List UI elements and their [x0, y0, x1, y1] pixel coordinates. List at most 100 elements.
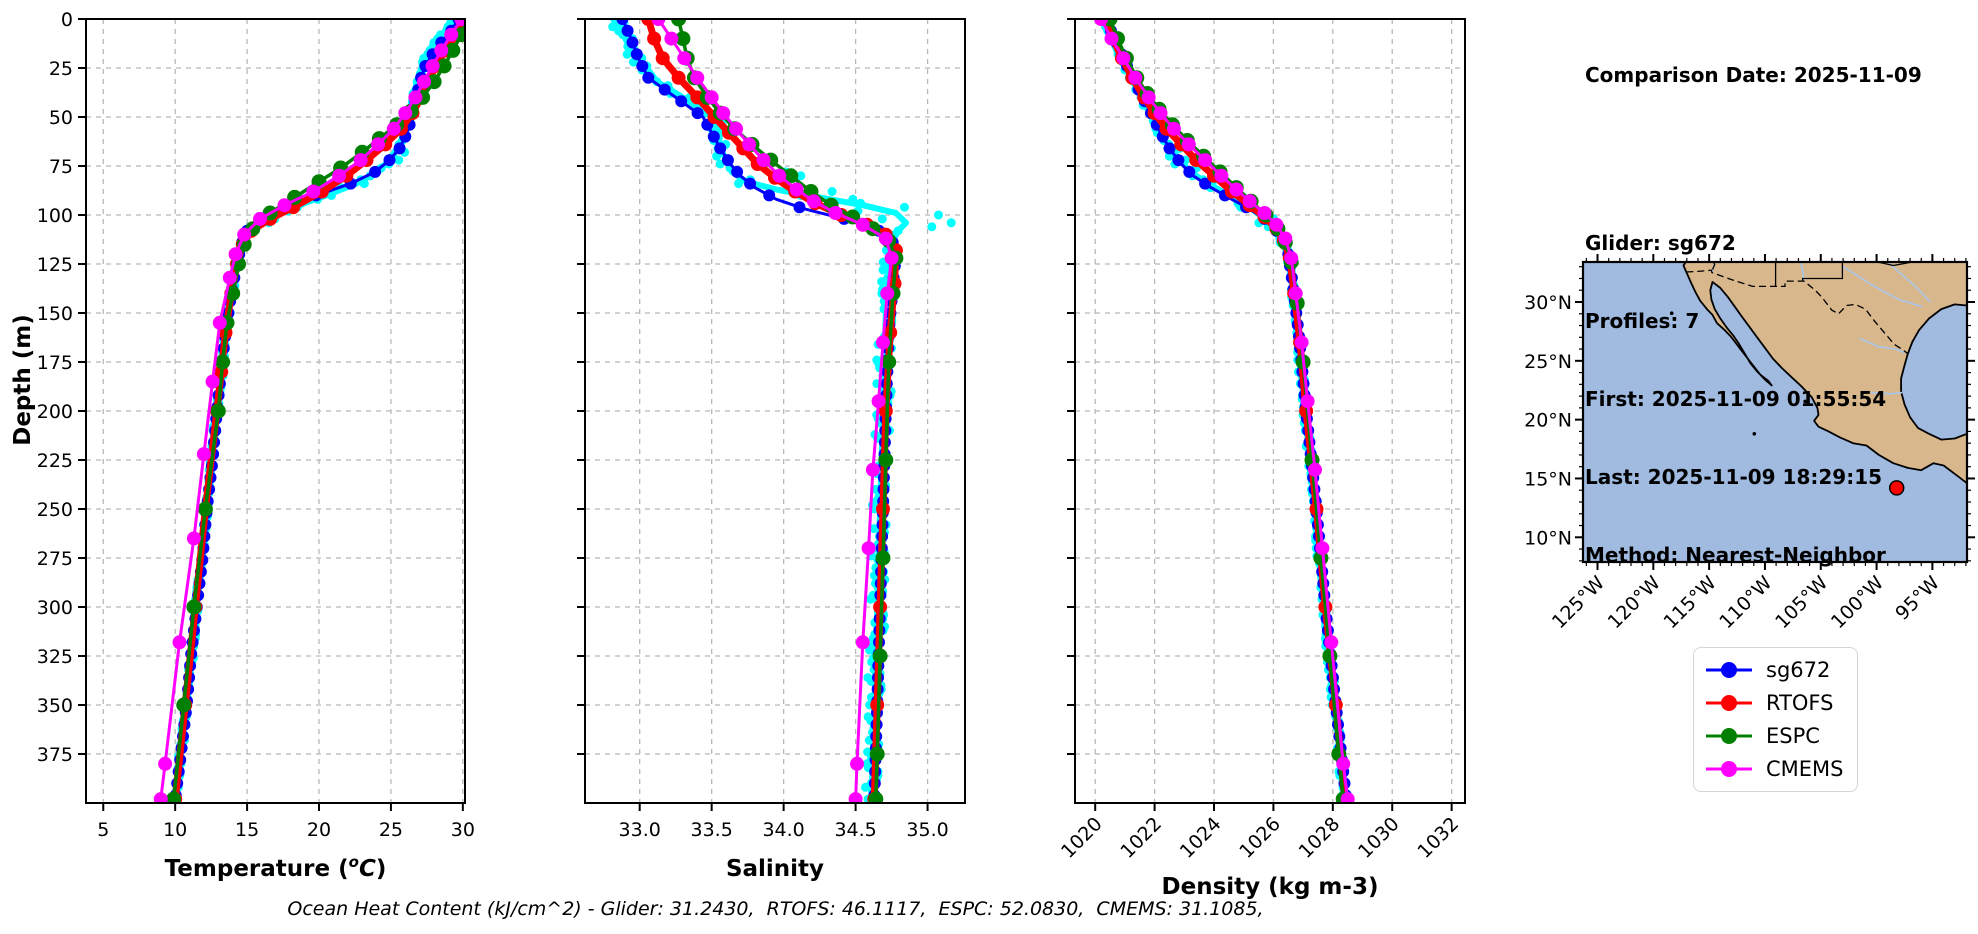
- series-CMEMS-marker: [1308, 462, 1322, 477]
- map-state-border: [1877, 262, 1913, 267]
- y-tick-label: 275: [37, 548, 73, 570]
- map-river: [1887, 262, 1931, 303]
- series-sg672-marker: [616, 19, 629, 25]
- legend-marker-rtofs: [1706, 695, 1752, 712]
- y-tick-label: 100: [37, 205, 73, 227]
- series-CMEMS-marker: [222, 270, 237, 285]
- x-tick-label: 25: [379, 819, 403, 841]
- series-sg672-marker: [642, 71, 655, 84]
- glider-name: Glider: sg672: [1585, 231, 1736, 255]
- map-island: [1803, 399, 1807, 404]
- temperature-series-group: [153, 19, 465, 803]
- series-CMEMS-marker: [1229, 182, 1244, 197]
- density-plot: 1020 1022 1024 1026 1028 1030 1032 Density (kg …: [1057, 18, 1466, 900]
- series-CMEMS-marker: [1214, 168, 1229, 183]
- series-CMEMS-marker: [871, 394, 886, 409]
- temperature-axis-label: Temperature (oC): [165, 853, 387, 882]
- series-ESPC-marker: [210, 403, 226, 419]
- salinity-axis-label: Salinity: [726, 856, 824, 882]
- raw-sample-marker: [734, 179, 744, 189]
- series-CMEMS-marker: [332, 168, 347, 183]
- x-tick-label: 34.5: [834, 819, 876, 841]
- series-CMEMS-marker: [677, 51, 692, 66]
- map-lat-label: 30°N: [1524, 292, 1572, 314]
- raw-sample-marker: [359, 179, 369, 189]
- raw-sample-marker: [946, 218, 956, 228]
- x-tick-label: 33.5: [691, 819, 733, 841]
- location-map: 30°N25°N20°N15°N10°N125°W120°W115°W110°W…: [1524, 254, 1975, 633]
- series-CMEMS-line: [159, 19, 463, 800]
- series-CMEMS-marker: [789, 182, 804, 197]
- map-frame: [1581, 260, 1969, 564]
- info-spacer: [1585, 140, 1922, 178]
- series-CMEMS-marker: [1278, 231, 1293, 246]
- legend-item-sg672: sg672: [1704, 655, 1847, 685]
- map-us-mexico-border: [1686, 269, 1909, 355]
- map-lat-label: 20°N: [1524, 410, 1572, 432]
- series-CMEMS-marker: [664, 31, 679, 46]
- legend-label-sg672: sg672: [1766, 658, 1831, 683]
- series-CMEMS-marker: [1257, 206, 1272, 220]
- series-ESPC-marker: [426, 74, 442, 90]
- series-sg672-marker: [707, 130, 720, 143]
- depth-axis-label: Depth (m): [10, 314, 36, 446]
- y-tick-label: 350: [37, 695, 73, 717]
- x-tick-label: 5: [97, 819, 109, 841]
- series-CMEMS-marker: [861, 541, 876, 556]
- y-tick-label: 325: [37, 646, 73, 668]
- x-tick-label: 35.0: [906, 819, 948, 841]
- y-tick-label: 200: [37, 401, 73, 423]
- series-CMEMS-marker: [1166, 121, 1181, 136]
- series-sg672-marker: [658, 83, 671, 96]
- series-CMEMS-marker: [228, 247, 243, 262]
- series-ESPC-marker: [875, 550, 891, 566]
- y-tick-label: 0: [61, 9, 73, 31]
- x-tick-label: 20: [307, 819, 331, 841]
- x-tick-label: 1030: [1354, 813, 1404, 863]
- series-sg672-marker: [626, 36, 639, 49]
- raw-sample-marker: [927, 222, 937, 232]
- salinity-plot: 33.0 33.5 34.0 34.5 35.0 Salinity: [577, 18, 966, 882]
- series-CMEMS-marker: [306, 184, 321, 199]
- series-RTOFS-marker: [647, 31, 662, 46]
- series-CMEMS-marker: [1128, 70, 1143, 85]
- series-CMEMS-marker: [855, 635, 870, 650]
- series-ESPC-marker: [166, 791, 182, 803]
- series-CMEMS-marker: [186, 531, 201, 546]
- series-CMEMS-marker: [690, 70, 705, 85]
- legend-label-rtofs: RTOFS: [1766, 691, 1834, 716]
- series-sg672-marker: [630, 48, 643, 61]
- series-ESPC-marker: [881, 354, 897, 370]
- series-CMEMS-marker: [386, 121, 401, 136]
- series-sg672-marker: [793, 201, 806, 214]
- series-CMEMS-marker: [371, 137, 385, 152]
- map-island: [1752, 432, 1757, 436]
- raw-sample-marker: [827, 187, 837, 196]
- y-tick-label: 175: [37, 352, 73, 374]
- legend: sg672 RTOFS ESPC CMEMS: [1693, 647, 1858, 792]
- legend-marker-espc: [1706, 727, 1752, 744]
- map-land: [1682, 262, 1967, 485]
- raw-sample-marker: [878, 265, 888, 275]
- series-ESPC-marker: [1322, 648, 1338, 664]
- legend-item-rtofs: RTOFS: [1704, 688, 1847, 718]
- series-CMEMS-marker: [878, 231, 893, 246]
- series-CMEMS-marker: [716, 106, 731, 121]
- series-sg672-marker: [763, 189, 776, 202]
- series-CMEMS-marker: [651, 19, 666, 26]
- ocean-heat-content-caption: Ocean Heat Content (kJ/cm^2) - Glider: 3…: [287, 898, 1264, 920]
- map-river: [1870, 391, 1903, 395]
- series-CMEMS-marker: [212, 315, 227, 330]
- method: Method: Nearest-Neighbor: [1585, 543, 1886, 567]
- map-lat-label: 25°N: [1524, 351, 1572, 373]
- series-ESPC-marker: [186, 599, 202, 615]
- map-island: [1669, 311, 1674, 316]
- series-ESPC-marker: [215, 354, 231, 370]
- x-tick-label: 33.0: [619, 819, 661, 841]
- series-CMEMS-marker: [876, 335, 890, 350]
- series-CMEMS-marker: [444, 27, 459, 42]
- series-CMEMS-marker: [1141, 90, 1156, 105]
- series-CMEMS-marker: [1336, 756, 1351, 771]
- series-ESPC-marker: [868, 791, 884, 803]
